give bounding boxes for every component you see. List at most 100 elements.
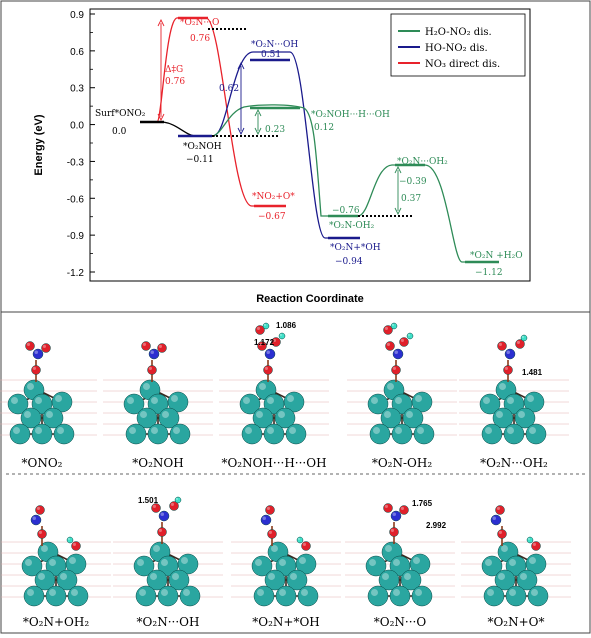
- label-o2noh: *O₂NOH: [183, 142, 222, 152]
- ru-atom-highlight: [385, 545, 392, 552]
- ru-atom-highlight: [71, 589, 78, 596]
- oxygen-atom: [25, 341, 35, 351]
- ru-atom: [157, 555, 179, 577]
- ru-atom-highlight: [485, 427, 492, 434]
- y-tick-label: -0.9: [67, 231, 85, 242]
- nitrogen-atom-highlight: [392, 512, 396, 516]
- oxygen-atom: [531, 541, 541, 551]
- oxygen-atom-highlight: [158, 528, 162, 532]
- ru-atom-highlight: [373, 427, 380, 434]
- label-green-ts1: *O₂NOH···H···OH: [311, 110, 390, 120]
- oxygen-atom: [267, 529, 277, 539]
- oxygen-atom: [157, 343, 167, 353]
- ru-atom-highlight: [496, 411, 503, 418]
- hydrogen-atom: [390, 322, 398, 330]
- structure-6: *O₂N+OH₂: [1, 505, 111, 629]
- hydrogen-atom: [526, 536, 534, 544]
- y-tick-label: 0.0: [70, 121, 84, 132]
- oxygen-atom: [257, 341, 267, 351]
- ru-atom-highlight: [384, 411, 391, 418]
- ru-atom: [264, 569, 286, 591]
- nitrogen-atom: [392, 348, 404, 360]
- ru-atom-highlight: [483, 397, 490, 404]
- label-surf: Surf*ONO₂: [95, 109, 146, 119]
- nitrogen-atom-highlight: [262, 516, 266, 520]
- oxygen-atom-highlight: [268, 530, 272, 534]
- label-dg: Δ‡G: [165, 65, 183, 75]
- ru-atom-highlight: [27, 589, 34, 596]
- oxygen-atom-highlight: [72, 542, 77, 546]
- oxygen-atom-highlight: [390, 528, 394, 532]
- ru-atom: [492, 407, 514, 429]
- oxygen-atom: [503, 365, 513, 375]
- oxygen-atom: [399, 505, 409, 515]
- ru-atom-highlight: [415, 589, 422, 596]
- ru-atom: [20, 407, 42, 429]
- y-tick-label: 0.9: [70, 10, 84, 21]
- oxygen-atom-highlight: [498, 342, 502, 346]
- bond-distance-label: 1.765: [412, 499, 433, 508]
- ru-atom: [251, 555, 273, 577]
- nitrogen-atom-highlight: [492, 516, 496, 520]
- legend-label-ho-no2: HO-NO₂ dis.: [425, 43, 488, 54]
- ru-atom-highlight: [55, 395, 62, 402]
- ru-atom-highlight: [60, 573, 67, 580]
- oxygen-atom: [151, 503, 161, 513]
- arrow-green2-heads: [394, 165, 402, 216]
- ru-atom-highlight: [507, 427, 514, 434]
- structure-4: *O₂N-OH₂: [347, 322, 457, 470]
- ru-atom-highlight: [69, 557, 76, 564]
- ru-atom-highlight: [404, 573, 411, 580]
- oxygen-atom-highlight: [148, 366, 152, 370]
- ru-atom: [45, 585, 67, 607]
- hydrogen-atom: [262, 322, 270, 330]
- ru-atom-highlight: [507, 397, 514, 404]
- ru-atom-highlight: [406, 411, 413, 418]
- value-o2n-plus-oh: −0.94: [335, 257, 363, 267]
- label-o2n-o: *O₂N···O: [180, 18, 219, 28]
- ru-atom: [45, 555, 67, 577]
- ru-atom: [413, 423, 435, 445]
- ru-atom: [34, 569, 56, 591]
- curve-blue: [214, 51, 358, 239]
- ru-atom-highlight: [415, 395, 422, 402]
- value-green-barrier1: 0.23: [265, 125, 285, 135]
- nitrogen-atom-highlight: [34, 350, 38, 354]
- value-o2n-oh: 0.51: [261, 50, 281, 60]
- y-tick-label: -1.2: [67, 268, 85, 279]
- oxygen-atom: [399, 337, 409, 347]
- ru-atom-highlight: [529, 427, 536, 434]
- ru-atom-highlight: [499, 383, 506, 390]
- oxygen-atom: [383, 503, 393, 513]
- ru-atom-highlight: [11, 397, 18, 404]
- label-no2-o: *NO₂+O*: [252, 192, 295, 202]
- ru-atom: [391, 393, 413, 415]
- oxygen-atom-highlight: [504, 366, 508, 370]
- nitrogen-atom: [504, 348, 516, 360]
- oxygen-atom-highlight: [496, 506, 500, 510]
- oxygen-atom: [41, 343, 51, 353]
- curve-black: [162, 121, 215, 137]
- y-tick-label: -0.6: [67, 194, 85, 205]
- oxygen-atom-highlight: [386, 342, 390, 346]
- oxygen-atom: [35, 505, 45, 515]
- ru-atom-highlight: [153, 545, 160, 552]
- ru-atom-highlight: [287, 395, 294, 402]
- ru-atom: [285, 423, 307, 445]
- ru-atom-highlight: [172, 573, 179, 580]
- hydrogen-atom-highlight: [521, 335, 524, 339]
- ru-atom-highlight: [173, 427, 180, 434]
- ru-atom: [179, 585, 201, 607]
- structure-label: *O₂N+OH₂: [23, 615, 90, 629]
- oxygen-atom: [389, 527, 399, 537]
- oxygen-atom-highlight: [264, 366, 268, 370]
- ru-atom: [146, 569, 168, 591]
- oxygen-atom-highlight: [498, 530, 502, 534]
- ru-atom-highlight: [395, 397, 402, 404]
- hydrogen-atom: [406, 332, 414, 340]
- hydrogen-atom: [66, 536, 74, 544]
- oxygen-atom-highlight: [158, 344, 162, 348]
